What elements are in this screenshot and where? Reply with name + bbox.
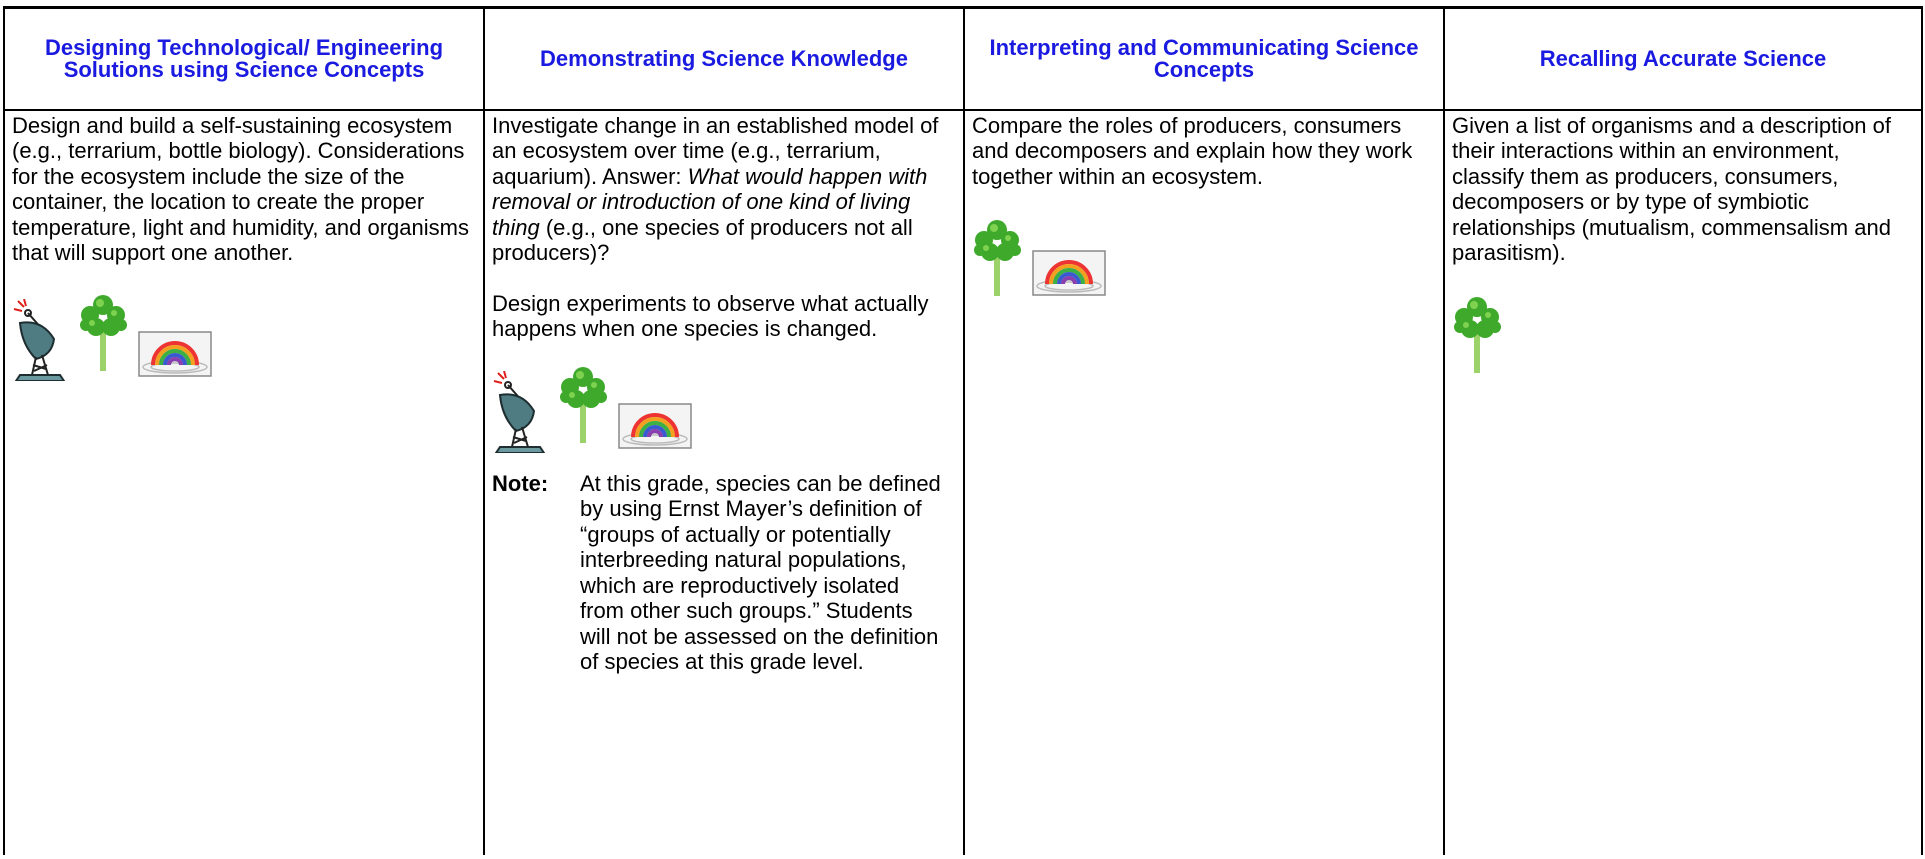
cell: Design and build a self-sustaining ecosy…	[3, 108, 485, 855]
cell: Investigate change in an established mod…	[483, 108, 965, 855]
cell-text: Investigate change in an established mod…	[492, 113, 955, 266]
text: Investigate change in an established mod…	[492, 112, 939, 189]
rainbow-icon	[138, 331, 212, 377]
icons	[972, 206, 1435, 296]
standards-table: Designing Technological/ Engineering Sol…	[3, 6, 1923, 855]
dish-icon	[12, 299, 68, 381]
rainbow-icon	[618, 403, 692, 449]
rainbow-icon	[1032, 250, 1106, 296]
note-label: Note:	[492, 470, 549, 496]
cell-text: Given a list of organisms and a descript…	[1452, 112, 1892, 266]
header-row: Designing Technological/ Engineering Sol…	[3, 6, 1923, 111]
icons	[492, 363, 955, 453]
tree-icon	[972, 218, 1022, 296]
content-row: Design and build a self-sustaining ecosy…	[3, 108, 1923, 855]
dish-icon	[492, 371, 548, 453]
text: (e.g., one species of producers not all …	[492, 214, 913, 266]
cell: Given a list of organisms and a descript…	[1443, 108, 1923, 855]
tree-icon	[558, 365, 608, 443]
tree-icon	[78, 293, 128, 371]
cell-text: Compare the roles of producers, consumer…	[972, 112, 1413, 189]
note-text: At this grade, species can be defined by…	[580, 470, 941, 675]
column-header: Interpreting and Communicating Science C…	[963, 6, 1445, 111]
column-header: Demonstrating Science Knowledge	[483, 6, 965, 111]
cell: Compare the roles of producers, consumer…	[963, 108, 1445, 855]
note: Note: At this grade, species can be defi…	[492, 471, 955, 675]
icons	[12, 291, 475, 381]
icons	[1452, 283, 1913, 373]
column-header: Recalling Accurate Science	[1443, 6, 1923, 111]
cell-text: Design and build a self-sustaining ecosy…	[12, 112, 469, 266]
tree-icon	[1452, 295, 1502, 373]
question: What would happen with removal or introd…	[492, 163, 928, 240]
column-header: Designing Technological/ Engineering Sol…	[3, 6, 485, 111]
cell-text: Design experiments to observe what actua…	[492, 290, 929, 342]
